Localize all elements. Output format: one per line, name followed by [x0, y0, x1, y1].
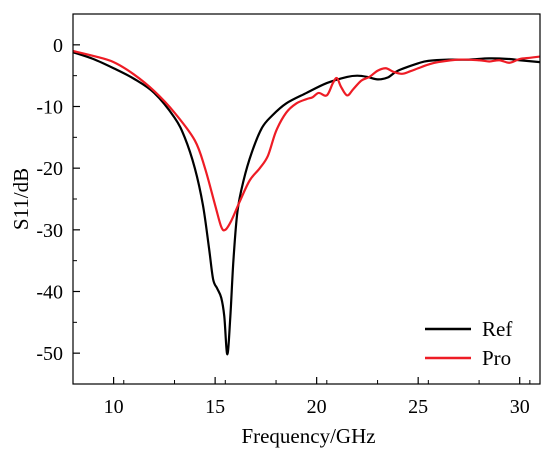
- x-tick-label: 15: [205, 396, 225, 418]
- y-tick-label: 0: [53, 35, 63, 57]
- series-layer: [73, 49, 540, 356]
- x-tick-label: 10: [104, 396, 124, 418]
- legend: Ref Pro: [425, 317, 512, 370]
- x-tick-label: 25: [408, 396, 428, 418]
- legend-label-pro: Pro: [482, 346, 511, 370]
- series-line-ref: [73, 51, 540, 356]
- y-tick-label: -10: [36, 97, 63, 119]
- series-line-pro: [73, 49, 540, 232]
- y-tick-label: -20: [36, 158, 63, 180]
- x-axis-title: Frequency/GHz: [241, 424, 375, 448]
- y-tick-label: -40: [36, 282, 63, 304]
- x-tick-label: 30: [510, 396, 530, 418]
- ticks-layer: [72, 13, 531, 385]
- y-tick-label: -30: [36, 220, 63, 242]
- y-axis-title: S11/dB: [9, 168, 33, 230]
- x-tick-label: 20: [307, 396, 327, 418]
- tick-labels-layer: 10 15 20 25 30 0 -10 -20 -30 -40 -50: [36, 35, 529, 418]
- y-tick-label: -50: [36, 343, 63, 365]
- legend-label-ref: Ref: [482, 317, 512, 341]
